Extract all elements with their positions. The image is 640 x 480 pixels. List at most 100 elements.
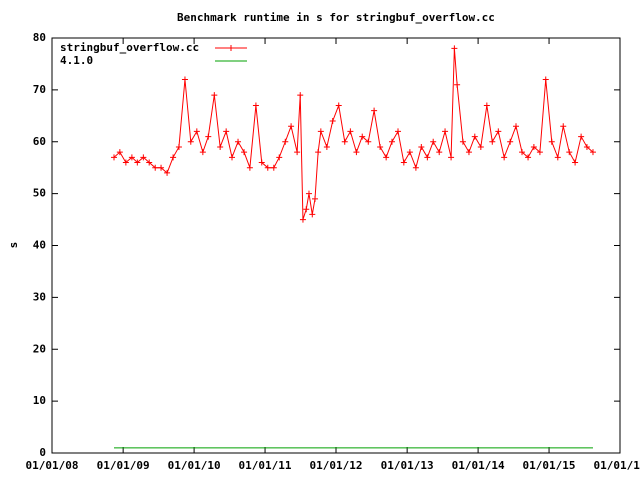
point-marker: [548, 138, 555, 145]
point-marker: [365, 138, 372, 145]
point-marker: [217, 143, 224, 150]
y-tick-label: 50: [33, 187, 46, 200]
point-marker: [116, 149, 123, 156]
point-marker: [442, 128, 449, 135]
point-marker: [305, 190, 312, 197]
point-marker: [288, 123, 295, 130]
point-marker: [309, 211, 316, 218]
point-marker: [495, 128, 502, 135]
x-tick-label: 01/01/09: [97, 459, 150, 472]
point-marker: [270, 164, 277, 171]
point-marker: [583, 143, 590, 150]
point-marker: [519, 149, 526, 156]
point-marker: [341, 138, 348, 145]
y-tick-label: 10: [33, 394, 46, 407]
point-marker: [554, 154, 561, 161]
x-tick-label: 01/01/08: [26, 459, 79, 472]
y-tick-label: 0: [39, 446, 46, 459]
point-marker: [329, 118, 336, 124]
plot-border: [51, 37, 621, 454]
y-tick-label: 80: [33, 31, 46, 44]
point-marker: [235, 138, 242, 145]
y-tick-label: 60: [33, 135, 46, 148]
point-marker: [530, 143, 537, 150]
point-marker: [335, 102, 342, 109]
point-marker: [241, 149, 248, 156]
point-marker: [317, 128, 324, 135]
point-marker: [489, 138, 496, 145]
point-marker: [152, 164, 159, 171]
x-tick-label: 01/01/14: [452, 459, 505, 472]
point-marker: [187, 138, 194, 145]
point-marker: [211, 92, 218, 99]
point-marker: [383, 154, 390, 161]
point-marker: [406, 149, 413, 156]
point-marker: [560, 123, 567, 130]
point-marker: [128, 154, 135, 161]
point-marker: [134, 159, 141, 166]
point-marker: [459, 138, 466, 145]
y-tick-label: 40: [33, 239, 46, 252]
point-marker: [589, 149, 596, 156]
x-tick-label: 01/01/16: [594, 459, 640, 472]
point-marker: [111, 154, 118, 161]
point-marker: [454, 81, 461, 88]
point-marker: [448, 154, 455, 161]
x-tick-label: 01/01/13: [381, 459, 434, 472]
y-axis-label: s: [7, 242, 20, 249]
point-marker: [572, 159, 579, 166]
point-marker: [542, 76, 549, 83]
point-marker: [252, 102, 259, 109]
x-tick-label: 01/01/10: [168, 459, 221, 472]
point-marker: [246, 164, 253, 171]
point-marker: [347, 128, 354, 135]
point-marker: [451, 45, 458, 52]
point-marker: [175, 143, 182, 150]
point-marker: [164, 169, 171, 176]
legend-label: stringbuf_overflow.cc: [60, 41, 199, 54]
chart-title: Benchmark runtime in s for stringbuf_ove…: [177, 11, 495, 24]
point-marker: [424, 154, 431, 161]
point-marker: [400, 159, 407, 166]
point-marker: [578, 133, 585, 140]
point-marker: [282, 138, 289, 145]
point-marker: [388, 138, 395, 145]
point-marker: [430, 138, 437, 145]
point-marker: [507, 138, 514, 145]
point-marker: [471, 133, 478, 140]
point-marker: [436, 149, 443, 156]
point-marker: [205, 133, 212, 140]
point-marker: [299, 216, 306, 223]
point-marker: [294, 149, 301, 156]
point-marker: [353, 149, 360, 156]
point-marker: [303, 206, 310, 213]
point-marker: [140, 154, 147, 161]
y-tick-label: 20: [33, 342, 46, 355]
point-marker: [258, 159, 265, 166]
point-marker: [377, 143, 384, 150]
point-marker: [297, 92, 304, 99]
point-marker: [323, 143, 330, 150]
point-marker: [193, 128, 200, 135]
y-tick-label: 30: [33, 290, 46, 303]
legend-label: 4.1.0: [60, 54, 93, 67]
point-marker: [181, 76, 188, 83]
series-line: [113, 48, 594, 220]
point-marker: [158, 164, 165, 171]
point-marker: [276, 154, 283, 161]
point-marker: [536, 149, 543, 156]
point-marker: [199, 149, 206, 156]
point-marker: [170, 154, 177, 161]
point-marker: [418, 143, 425, 150]
point-marker: [359, 133, 366, 140]
legend-marker: [228, 45, 234, 51]
x-tick-label: 01/01/11: [239, 459, 292, 472]
point-marker: [483, 102, 490, 109]
point-marker: [566, 149, 573, 156]
point-marker: [513, 123, 520, 130]
point-marker: [223, 128, 230, 135]
point-marker: [465, 149, 472, 156]
x-tick-label: 01/01/12: [310, 459, 363, 472]
point-marker: [122, 159, 129, 166]
